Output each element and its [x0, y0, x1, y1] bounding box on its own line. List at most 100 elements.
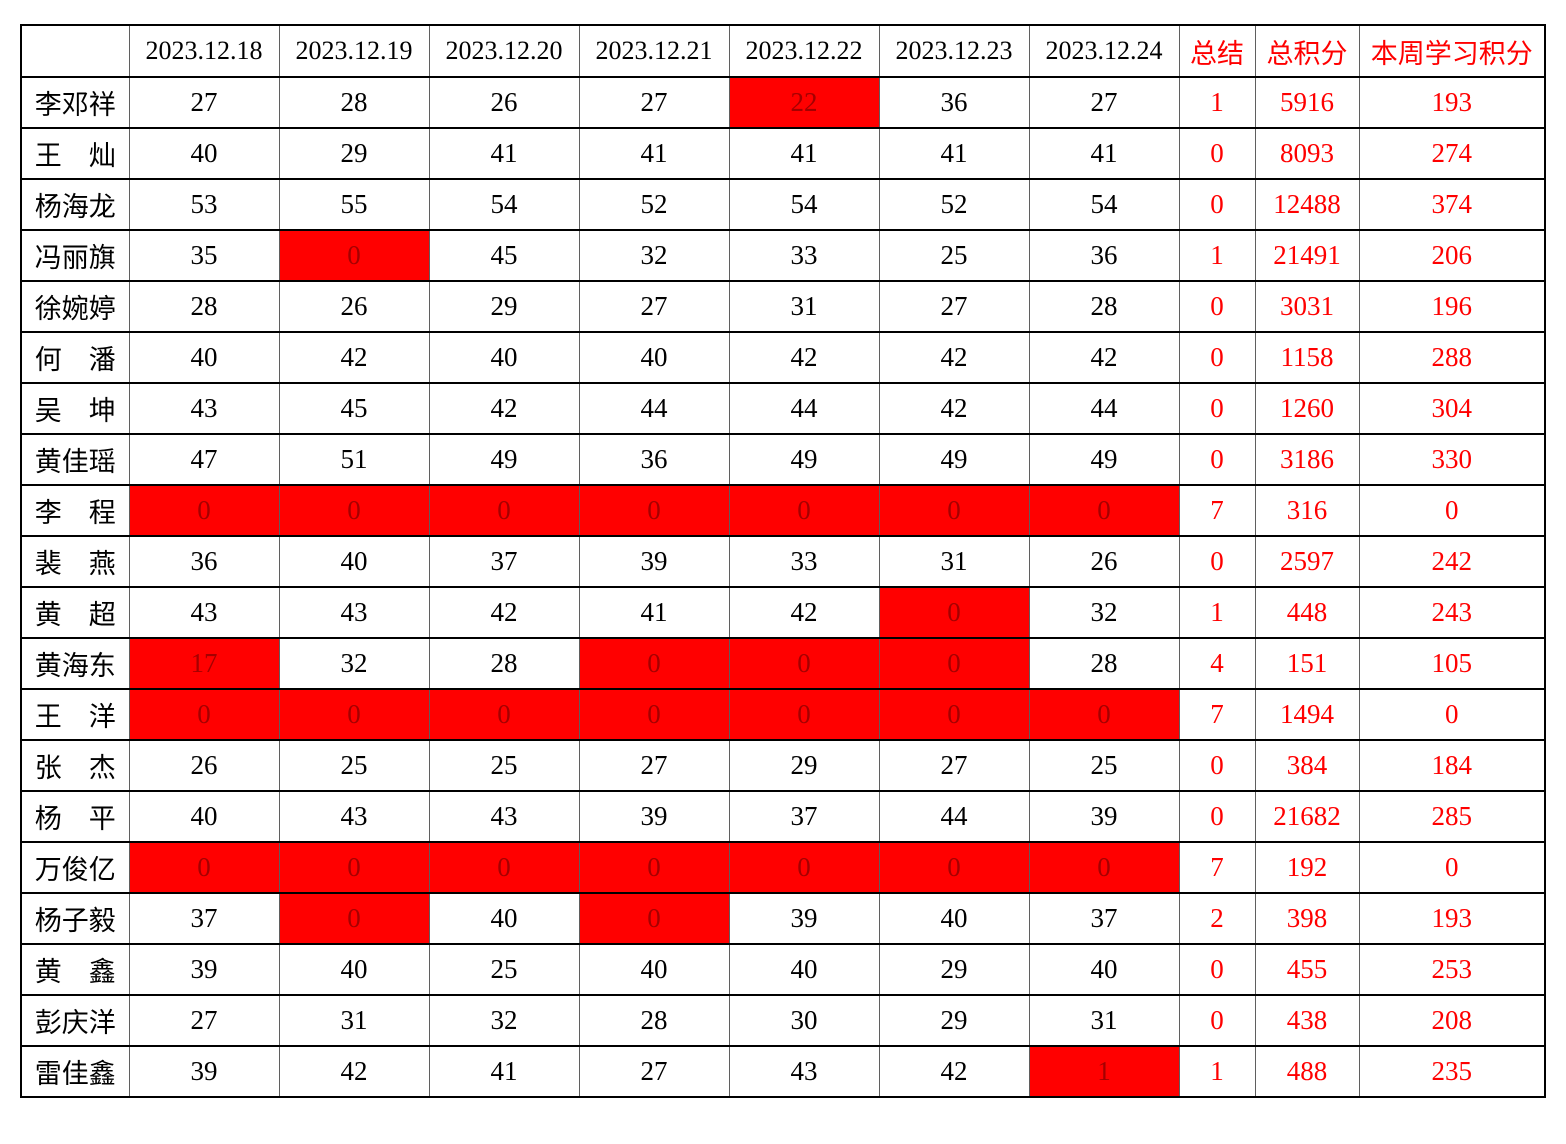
score-cell: 43 [278, 586, 430, 639]
total-points-cell: 3031 [1254, 280, 1360, 333]
score-cell: 55 [278, 178, 430, 231]
week-points-cell: 0 [1358, 484, 1546, 537]
score-cell: 39 [578, 790, 730, 843]
summary-count-cell: 7 [1178, 841, 1256, 894]
score-cell: 29 [278, 127, 430, 180]
score-cell: 40 [278, 943, 430, 996]
score-cell-highlighted: 0 [278, 484, 430, 537]
score-cell: 42 [278, 1045, 430, 1098]
score-cell: 32 [578, 229, 730, 282]
score-cell-highlighted: 0 [128, 688, 280, 741]
score-cell: 42 [728, 331, 880, 384]
score-cell: 39 [128, 1045, 280, 1098]
score-cell: 52 [578, 178, 730, 231]
student-name-cell: 黄佳瑶 [20, 433, 130, 486]
student-row: 王 洋 0 0 0 0 0 0 0 7 1494 0 [20, 688, 1546, 741]
date-column-header: 2023.12.18 [128, 24, 280, 78]
score-cell: 40 [728, 943, 880, 996]
summary-count-cell: 0 [1178, 739, 1256, 792]
week-points-cell: 193 [1358, 76, 1546, 129]
student-row: 彭庆洋 27 31 32 28 30 29 31 0 438 208 [20, 994, 1546, 1047]
student-name-cell: 黄 超 [20, 586, 130, 639]
score-cell: 33 [728, 229, 880, 282]
score-cell: 26 [128, 739, 280, 792]
week-points-cell: 235 [1358, 1045, 1546, 1098]
student-name-cell: 张 杰 [20, 739, 130, 792]
score-cell: 45 [428, 229, 580, 282]
score-cell: 42 [878, 331, 1030, 384]
score-cell-highlighted: 0 [278, 229, 430, 282]
week-points-cell: 304 [1358, 382, 1546, 435]
total-points-cell: 398 [1254, 892, 1360, 945]
total-points-cell: 1260 [1254, 382, 1360, 435]
score-cell: 52 [878, 178, 1030, 231]
score-cell-highlighted: 0 [878, 484, 1030, 537]
week-points-cell: 243 [1358, 586, 1546, 639]
score-cell: 39 [578, 535, 730, 588]
score-cell: 29 [878, 943, 1030, 996]
student-name-cell: 冯丽旗 [20, 229, 130, 282]
score-cell: 41 [428, 127, 580, 180]
student-name-cell: 王 灿 [20, 127, 130, 180]
summary-column-header: 本周学习积分 [1358, 24, 1546, 78]
total-points-cell: 448 [1254, 586, 1360, 639]
date-column-header: 2023.12.22 [728, 24, 880, 78]
summary-count-cell: 1 [1178, 76, 1256, 129]
score-cell: 27 [128, 76, 280, 129]
week-points-cell: 285 [1358, 790, 1546, 843]
score-cell: 53 [128, 178, 280, 231]
week-points-cell: 196 [1358, 280, 1546, 333]
score-cell-highlighted: 1 [1028, 1045, 1180, 1098]
week-points-cell: 374 [1358, 178, 1546, 231]
score-cell-highlighted: 17 [128, 637, 280, 690]
date-column-header: 2023.12.19 [278, 24, 430, 78]
score-cell: 31 [1028, 994, 1180, 1047]
score-cell: 32 [1028, 586, 1180, 639]
summary-count-cell: 7 [1178, 688, 1256, 741]
summary-count-cell: 0 [1178, 994, 1256, 1047]
week-points-cell: 0 [1358, 841, 1546, 894]
summary-count-cell: 7 [1178, 484, 1256, 537]
score-cell-highlighted: 0 [1028, 841, 1180, 894]
week-points-cell: 288 [1358, 331, 1546, 384]
score-cell: 40 [878, 892, 1030, 945]
score-cell: 42 [428, 586, 580, 639]
score-cell: 26 [428, 76, 580, 129]
student-row: 冯丽旗 35 0 45 32 33 25 36 1 21491 206 [20, 229, 1546, 282]
score-cell: 40 [278, 535, 430, 588]
student-name-cell: 黄 鑫 [20, 943, 130, 996]
score-cell: 42 [878, 382, 1030, 435]
total-points-cell: 455 [1254, 943, 1360, 996]
score-cell: 25 [1028, 739, 1180, 792]
score-cell: 43 [728, 1045, 880, 1098]
corner-cell [20, 24, 130, 78]
score-cell-highlighted: 0 [428, 484, 580, 537]
student-row: 李 程 0 0 0 0 0 0 0 7 316 0 [20, 484, 1546, 537]
student-name-cell: 徐婉婷 [20, 280, 130, 333]
score-cell: 28 [278, 76, 430, 129]
score-cell: 49 [728, 433, 880, 486]
week-points-cell: 208 [1358, 994, 1546, 1047]
student-row: 万俊亿 0 0 0 0 0 0 0 7 192 0 [20, 841, 1546, 894]
score-cell-highlighted: 0 [578, 841, 730, 894]
score-cell: 40 [128, 331, 280, 384]
total-points-cell: 3186 [1254, 433, 1360, 486]
summary-column-header: 总结 [1178, 24, 1256, 78]
score-cell: 27 [878, 739, 1030, 792]
score-cell-highlighted: 0 [428, 841, 580, 894]
score-cell-highlighted: 0 [728, 688, 880, 741]
student-row: 张 杰 26 25 25 27 29 27 25 0 384 184 [20, 739, 1546, 792]
total-points-cell: 1494 [1254, 688, 1360, 741]
score-cell: 37 [728, 790, 880, 843]
score-cell-highlighted: 0 [728, 637, 880, 690]
score-cell: 27 [578, 1045, 730, 1098]
score-cell: 29 [428, 280, 580, 333]
score-cell-highlighted: 0 [578, 484, 730, 537]
student-name-cell: 彭庆洋 [20, 994, 130, 1047]
student-name-cell: 吴 坤 [20, 382, 130, 435]
score-cell: 27 [578, 280, 730, 333]
date-column-header: 2023.12.20 [428, 24, 580, 78]
score-cell: 40 [428, 331, 580, 384]
score-cell: 43 [278, 790, 430, 843]
score-cell: 40 [1028, 943, 1180, 996]
